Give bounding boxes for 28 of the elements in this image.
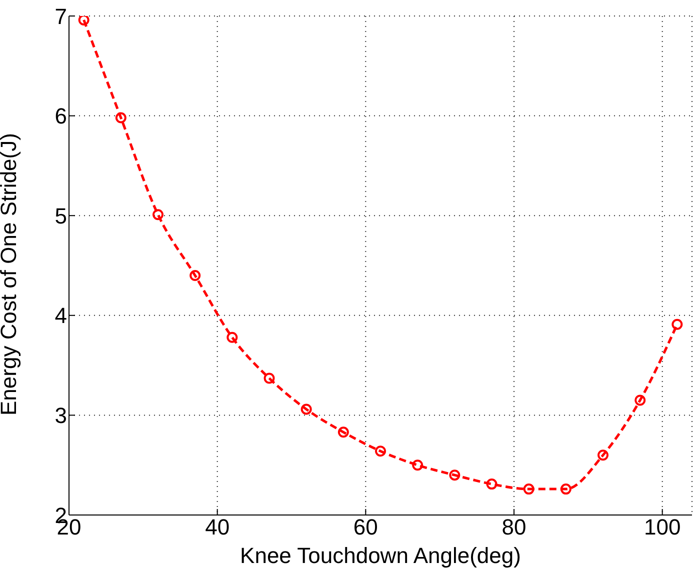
point (115, 112, 126, 124)
point (634, 394, 646, 406)
point (449, 470, 460, 481)
point (560, 484, 572, 495)
x-tick-label: 80 (502, 514, 526, 540)
point (672, 318, 683, 330)
point (338, 426, 349, 438)
point (598, 450, 608, 461)
point (264, 372, 275, 384)
y-tick-label: 7 (54, 4, 67, 29)
x-axis-title: Knee Touchdown Angle(deg) (240, 543, 521, 568)
point (486, 478, 498, 490)
point (152, 209, 164, 220)
y-tick-label: 6 (54, 104, 67, 129)
point (375, 446, 386, 457)
point (226, 332, 238, 343)
y-tick-label: 3 (54, 403, 67, 428)
y-tick-label: 5 (54, 203, 67, 228)
y-tick-label: 4 (54, 303, 67, 328)
point (190, 270, 201, 281)
point (412, 460, 424, 471)
x-tick-label: 100 (644, 514, 681, 540)
y-axis-title: Energy Cost of One Stride(J) (0, 133, 21, 416)
x-tick-label: 40 (205, 514, 230, 540)
x-tick-label: 60 (353, 514, 378, 540)
point (300, 404, 312, 415)
point (78, 16, 90, 26)
point (523, 484, 534, 495)
